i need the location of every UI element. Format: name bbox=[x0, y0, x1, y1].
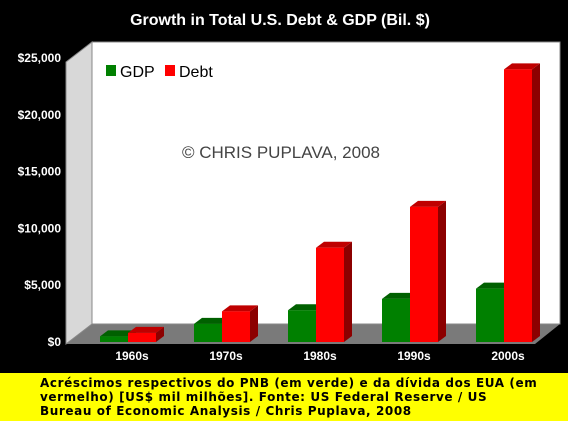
bars-group bbox=[100, 63, 540, 343]
bar-debt-1970s-front bbox=[222, 311, 250, 342]
bar-debt-2000s-side bbox=[532, 63, 540, 343]
bar-gdp-1970s-top bbox=[194, 317, 230, 324]
bar-debt-1960s bbox=[128, 326, 164, 342]
bar-debt-2000s-top bbox=[504, 63, 540, 70]
bar-gdp-1990s-top bbox=[382, 292, 418, 299]
y-tick-label: $15,000 bbox=[18, 165, 62, 179]
bar-debt-1970s bbox=[222, 305, 258, 342]
bar-gdp-1980s-top bbox=[288, 304, 324, 311]
x-tick-label: 2000s bbox=[491, 349, 525, 363]
bar-debt-1990s-top bbox=[410, 200, 446, 207]
legend-swatch-gdp bbox=[106, 65, 116, 76]
bar-chart: Growth in Total U.S. Debt & GDP (Bil. $)… bbox=[18, 12, 561, 363]
bar-debt-2000s-front bbox=[504, 69, 532, 343]
bar-debt-1960s-side bbox=[156, 326, 164, 342]
bar-gdp-1960s-front bbox=[100, 336, 128, 342]
y-tick-label: $10,000 bbox=[18, 221, 62, 235]
caption-text: Acréscimos respectivos do PNB (em verde)… bbox=[40, 376, 538, 418]
bar-debt-1980s bbox=[316, 241, 352, 342]
y-tick-label: $20,000 bbox=[18, 108, 62, 122]
bar-debt-1960s-front bbox=[128, 332, 156, 342]
copyright-watermark: © CHRIS PUPLAVA, 2008 bbox=[182, 143, 380, 162]
chart-area: Growth in Total U.S. Debt & GDP (Bil. $)… bbox=[17, 12, 561, 363]
x-tick-label: 1980s bbox=[303, 349, 337, 363]
bar-gdp-1990s-front bbox=[382, 298, 410, 342]
legend-swatch-debt bbox=[165, 65, 175, 76]
bar-debt-1980s-top bbox=[316, 241, 352, 248]
bar-debt-1960s-top bbox=[128, 326, 164, 333]
x-tick-label: 1960s bbox=[115, 349, 149, 363]
legend-label-gdp: GDP bbox=[120, 64, 155, 81]
bar-debt-1990s bbox=[410, 200, 446, 342]
bar-gdp-1980s-front bbox=[288, 310, 316, 342]
bar-debt-1980s-front bbox=[316, 247, 344, 342]
y-tick-label: $0 bbox=[48, 335, 62, 349]
bar-gdp-2000s-top bbox=[476, 282, 512, 289]
x-tick-label: 1990s bbox=[397, 349, 431, 363]
y-tick-label: $25,000 bbox=[18, 51, 62, 65]
caption-box: Acréscimos respectivos do PNB (em verde)… bbox=[0, 373, 568, 421]
bar-gdp-2000s-front bbox=[476, 288, 504, 342]
bar-debt-2000s bbox=[504, 63, 540, 343]
plot-side-wall bbox=[65, 40, 93, 346]
bar-debt-1980s-side bbox=[344, 241, 352, 342]
legend-label-debt: Debt bbox=[179, 64, 213, 81]
bar-debt-1970s-top bbox=[222, 305, 258, 312]
chart-title: Growth in Total U.S. Debt & GDP (Bil. $) bbox=[130, 12, 430, 29]
bar-gdp-1970s-front bbox=[194, 323, 222, 342]
y-tick-label: $5,000 bbox=[24, 278, 61, 292]
bar-gdp-1960s-top bbox=[100, 330, 136, 337]
bar-debt-1970s-side bbox=[250, 305, 258, 342]
x-axis: 1960s 1970s 1980s 1990s 2000s bbox=[115, 349, 525, 363]
y-axis: $0 $5,000 $10,000 $15,000 $20,000 $25,000 bbox=[18, 51, 62, 349]
bar-debt-1990s-side bbox=[438, 200, 446, 342]
bar-debt-1990s-front bbox=[410, 206, 438, 342]
legend: GDP Debt bbox=[106, 64, 213, 81]
x-tick-label: 1970s bbox=[209, 349, 243, 363]
